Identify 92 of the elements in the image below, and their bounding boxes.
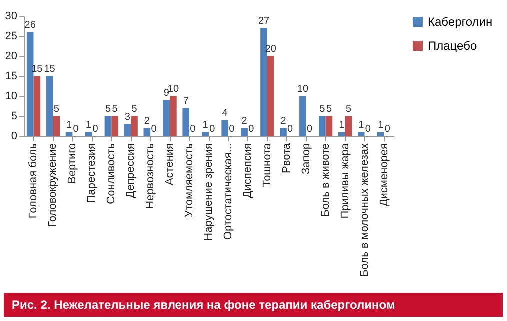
data-label: 2 (242, 116, 248, 127)
x-tick-label: Парестезия (86, 143, 98, 204)
data-label: 7 (183, 96, 190, 107)
data-label: 0 (73, 124, 80, 135)
bar (104, 116, 112, 136)
bar (144, 128, 151, 136)
y-tick-label: 10 (5, 90, 18, 102)
data-label: 0 (210, 124, 216, 135)
bar (338, 132, 346, 136)
data-label: 1 (358, 120, 365, 131)
y-tick-label: 15 (5, 70, 18, 82)
x-tick-label: Утомляемость (184, 143, 196, 218)
bar (53, 116, 60, 136)
y-tick-label: 5 (11, 110, 18, 122)
x-tick-label: Астения (164, 143, 176, 186)
bar (163, 100, 170, 136)
bar (222, 120, 228, 136)
bar (260, 28, 268, 136)
data-label: 5 (320, 104, 326, 115)
bar (85, 132, 92, 136)
data-label: 2 (280, 116, 287, 127)
data-label: 0 (229, 124, 236, 135)
bar (267, 56, 274, 136)
data-label: 27 (258, 16, 270, 27)
bar (66, 132, 73, 136)
data-label: 5 (54, 104, 60, 115)
bar (202, 132, 209, 136)
bar (112, 116, 118, 136)
data-label: 9 (164, 88, 170, 99)
bar (319, 116, 326, 136)
y-tick-label: 0 (11, 130, 18, 142)
data-label: 2 (144, 116, 150, 127)
x-tick-label: Диспепсия (242, 143, 254, 198)
x-tick-label: Тошнота (261, 142, 274, 188)
data-label: 5 (112, 104, 118, 115)
x-tick-label: Сонливость (106, 143, 118, 204)
data-label: 10 (168, 84, 180, 95)
data-label: 0 (288, 124, 294, 135)
data-label: 5 (346, 104, 352, 115)
bar (280, 128, 287, 136)
bar (241, 128, 248, 136)
data-label: 3 (124, 112, 131, 123)
data-label: 15 (44, 64, 56, 75)
bar (170, 96, 177, 136)
x-tick-label: Ортостатическая... (222, 144, 234, 240)
data-label: 1 (378, 120, 384, 131)
x-tick-label: Боль в животе (320, 144, 332, 217)
data-label: 1 (86, 120, 92, 131)
data-label: 0 (365, 124, 372, 135)
data-label: 26 (24, 20, 36, 31)
bar (358, 132, 365, 136)
bar (326, 116, 333, 136)
data-label: 0 (151, 124, 158, 135)
legend-label: Каберголин (428, 15, 493, 29)
x-tick-label: Дисменорея (378, 143, 390, 207)
data-label: 1 (66, 120, 72, 131)
data-label: 5 (105, 104, 112, 115)
data-label: 5 (326, 104, 332, 115)
x-tick-label: Вертиго (66, 144, 79, 184)
bar (26, 32, 34, 136)
data-label: 4 (222, 108, 228, 119)
bar (34, 76, 41, 136)
y-tick-label: 30 (5, 10, 18, 22)
bar (124, 124, 132, 136)
data-label: 0 (190, 124, 196, 135)
x-tick-label: Депрессия (125, 143, 138, 198)
x-tick-label: Головокружение (47, 144, 60, 228)
bar (182, 108, 190, 136)
x-tick-label: Запор (300, 144, 312, 174)
data-label: 5 (132, 104, 138, 115)
data-label: 0 (384, 124, 391, 135)
x-tick-label: Рвота (280, 142, 293, 174)
data-label: 0 (306, 124, 313, 135)
bar (46, 76, 54, 136)
data-label: 0 (92, 124, 99, 135)
data-label: 1 (339, 120, 346, 131)
legend-label: Плацебо (428, 39, 478, 53)
bar (345, 116, 352, 136)
bar (300, 96, 306, 136)
x-tick-label: Головная боль (28, 143, 40, 219)
x-tick-label: Нарушение зрения (203, 143, 215, 241)
text: Рис. 2. Нежелательные явления на фоне терапии каберголином (4, 293, 503, 317)
y-tick-label: 25 (5, 30, 18, 42)
y-tick-label: 20 (5, 50, 18, 62)
x-tick-label: Приливы жара (339, 142, 352, 219)
bar (131, 116, 138, 136)
data-label: 10 (297, 84, 309, 95)
x-tick-label: Нервозность (144, 143, 157, 209)
x-tick-label: Боль в молочных железах (358, 143, 371, 277)
data-label: 0 (248, 124, 255, 135)
bar (377, 132, 384, 136)
data-label: 1 (202, 120, 209, 131)
